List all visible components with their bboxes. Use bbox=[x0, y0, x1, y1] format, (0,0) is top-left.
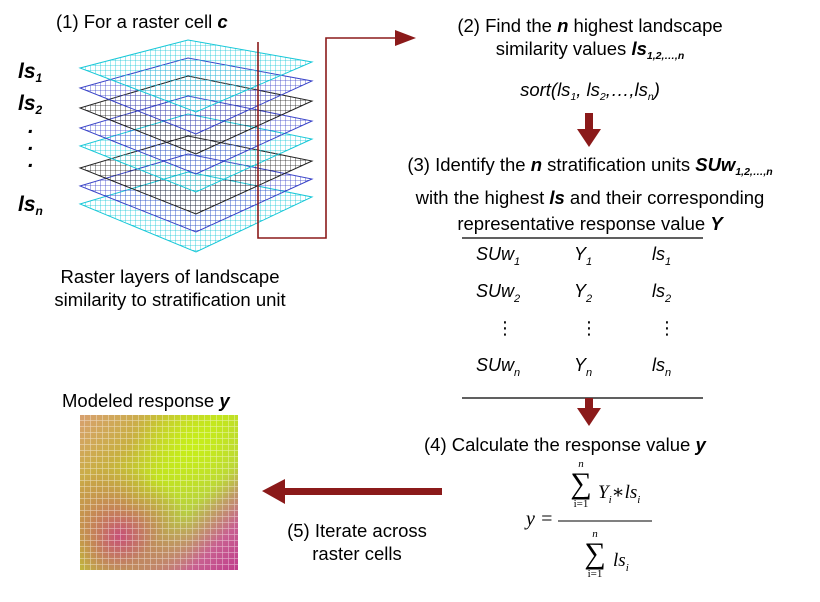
table-row-ellipsis: ⋮ ⋮ ⋮ bbox=[462, 318, 703, 355]
arrow-table-to-step4 bbox=[577, 398, 601, 426]
step5-line1: (5) Iterate across bbox=[287, 520, 427, 541]
table-cell-vdots: ⋮ bbox=[496, 318, 514, 338]
raster-caption: Raster layers of landscape similarity to… bbox=[10, 265, 330, 311]
table-cell-ls: ls2 bbox=[652, 281, 672, 305]
cell-connector-line bbox=[257, 37, 395, 239]
table-cell-y: Y1 bbox=[574, 244, 593, 268]
modeled-response-label: Modeled response y bbox=[62, 390, 230, 411]
step2-line2: similarity values ls1,2,…,n bbox=[495, 38, 685, 62]
raster-caption-line1: Raster layers of landscape bbox=[60, 266, 280, 287]
table-cell-suw: SUw2 bbox=[476, 281, 521, 305]
table-row: SUwn Yn lsn bbox=[462, 355, 703, 392]
modeled-response-map bbox=[80, 415, 238, 570]
table-cell-y: Yn bbox=[574, 355, 593, 379]
formula-num-sum: n ∑ i=1 bbox=[570, 458, 592, 510]
table-row: SUw1 Y1 ls1 bbox=[462, 244, 703, 281]
step3-line2: with the highest ls and their correspond… bbox=[415, 187, 765, 208]
response-table: SUw1 Y1 ls1 SUw2 Y2 ls2 ⋮ ⋮ ⋮ SUwn Yn ls… bbox=[462, 244, 703, 392]
layer-label-dots: ... bbox=[28, 115, 34, 172]
table-cell-y: Y2 bbox=[574, 281, 593, 305]
step1-text: (1) For a raster cell bbox=[56, 11, 218, 32]
arrow-iterate bbox=[262, 479, 442, 504]
arrow-step2-to-step3 bbox=[577, 113, 601, 147]
layer-label-lsn: lsn bbox=[18, 193, 43, 218]
table-row: SUw2 Y2 ls2 bbox=[462, 281, 703, 318]
step2-block: (2) Find the n highest landscape similar… bbox=[420, 14, 760, 68]
step5-label: (5) Iterate across raster cells bbox=[262, 519, 452, 565]
table-cell-suw: SUwn bbox=[476, 355, 521, 379]
table-cell-vdots: ⋮ bbox=[658, 318, 676, 338]
table-cell-ls: lsn bbox=[652, 355, 672, 379]
raster-layer-stack bbox=[78, 39, 314, 253]
raster-layer bbox=[78, 39, 314, 113]
step3-line1: (3) Identify the n stratification units … bbox=[407, 154, 773, 178]
step3-block: (3) Identify the n stratification units … bbox=[340, 152, 820, 237]
sort-expression: sort(ls1, ls2,…,lsn) bbox=[520, 79, 660, 103]
table-cell-vdots: ⋮ bbox=[580, 318, 598, 338]
formula-numerator-body: Yi∗lsi bbox=[598, 482, 641, 506]
layer-label-ls1: ls1 bbox=[18, 60, 43, 85]
formula-den-sum: n ∑ i=1 bbox=[584, 528, 606, 580]
formula-denominator-body: lsi bbox=[613, 550, 629, 574]
step2-line1: (2) Find the n highest landscape bbox=[457, 15, 723, 36]
step5-line2: raster cells bbox=[312, 543, 402, 564]
table-cell-suw: SUw1 bbox=[476, 244, 521, 268]
arrow-to-step2 bbox=[395, 30, 416, 46]
table-cell-ls: ls1 bbox=[652, 244, 672, 268]
step1-label: (1) For a raster cell c bbox=[56, 10, 228, 33]
step1-var: c bbox=[217, 11, 228, 32]
step3-line3: representative response value Y bbox=[457, 213, 723, 234]
raster-caption-line2: similarity to stratification unit bbox=[54, 289, 286, 310]
step4-label: (4) Calculate the response value y bbox=[424, 434, 706, 455]
layer-label-ls2: ls2 bbox=[18, 92, 43, 117]
formula-lhs: y = bbox=[526, 508, 554, 530]
